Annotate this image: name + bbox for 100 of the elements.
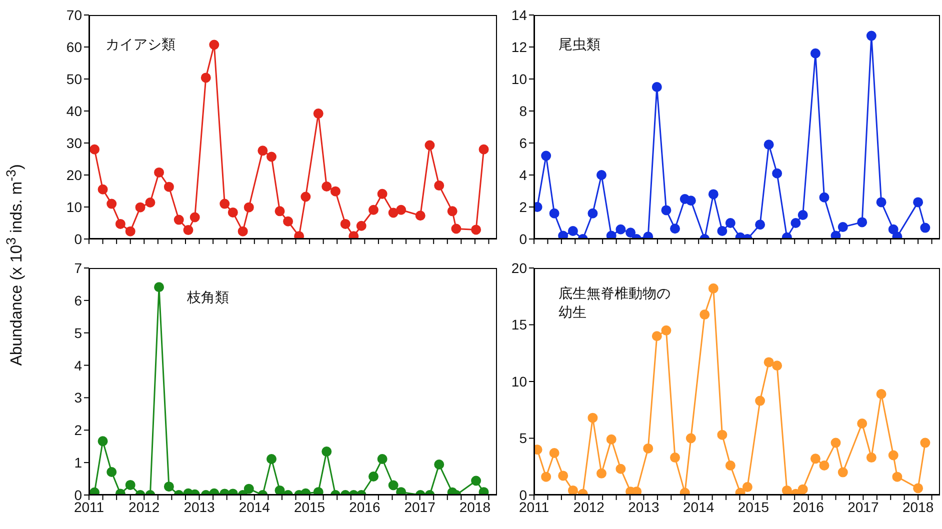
- y-tick-label: 8: [519, 102, 528, 119]
- point: [541, 150, 552, 161]
- point: [377, 188, 388, 199]
- point: [125, 226, 136, 236]
- point: [866, 30, 876, 41]
- point: [274, 206, 285, 216]
- point: [626, 228, 636, 238]
- y-tick-label: 30: [66, 134, 82, 151]
- x-tick-label: 2017: [848, 498, 879, 515]
- point: [819, 192, 830, 202]
- point: [810, 454, 820, 464]
- point: [424, 140, 435, 150]
- y-tick-label: 70: [66, 6, 82, 23]
- series-label: 枝角類: [186, 288, 230, 308]
- point: [717, 226, 728, 236]
- point: [300, 192, 311, 202]
- y-tick-label: 15: [511, 316, 528, 333]
- point: [652, 82, 662, 92]
- y-tick-label: 5: [74, 324, 82, 341]
- point: [913, 483, 924, 494]
- point: [838, 467, 848, 478]
- point: [643, 443, 654, 454]
- point: [106, 198, 117, 209]
- point: [810, 48, 820, 58]
- point: [652, 331, 662, 342]
- x-tick-label: 2015: [294, 498, 326, 515]
- point: [876, 197, 886, 208]
- y-tick-label: 4: [519, 166, 528, 183]
- point: [558, 470, 568, 481]
- point: [135, 202, 146, 212]
- y-tick-label: 0: [74, 230, 82, 247]
- y-tick-label: 10: [511, 373, 528, 390]
- point: [782, 485, 792, 495]
- point: [661, 205, 672, 216]
- point: [661, 325, 672, 336]
- y-tick-label: 2: [519, 198, 528, 215]
- x-tick-label: 2016: [792, 498, 824, 515]
- point: [415, 210, 426, 221]
- point: [244, 202, 254, 212]
- point: [396, 204, 406, 215]
- y-tick-label: 6: [74, 292, 82, 308]
- point: [708, 283, 718, 294]
- point: [838, 222, 848, 232]
- point: [388, 208, 398, 218]
- point: [568, 226, 578, 236]
- point: [913, 197, 924, 208]
- x-tick-label: 2012: [573, 498, 605, 515]
- text: 尾虫類: [558, 35, 602, 54]
- point: [857, 418, 868, 428]
- x-tick-label: 2013: [184, 498, 216, 515]
- point: [145, 198, 156, 208]
- point: [920, 222, 930, 233]
- point: [451, 224, 462, 234]
- y-tick-label: 5: [519, 430, 528, 446]
- point: [266, 152, 276, 162]
- point: [174, 214, 184, 225]
- point: [154, 167, 164, 178]
- point: [888, 224, 898, 234]
- point: [686, 433, 696, 444]
- y-tick-label: 20: [511, 260, 528, 276]
- point: [447, 206, 458, 216]
- y-tick-label: 0: [74, 486, 82, 503]
- point: [568, 485, 578, 495]
- y-tick-label: 3: [74, 390, 82, 406]
- point: [541, 472, 552, 482]
- x-tick-label: 2014: [238, 498, 270, 515]
- y-tick-label: 2: [74, 422, 82, 438]
- point: [819, 460, 830, 470]
- point: [755, 396, 766, 406]
- point: [200, 72, 211, 83]
- point: [596, 468, 606, 478]
- point: [857, 217, 868, 228]
- point: [294, 231, 304, 239]
- point: [616, 464, 626, 474]
- point: [283, 216, 294, 226]
- point: [866, 452, 876, 463]
- point: [798, 484, 808, 494]
- point: [888, 450, 898, 460]
- x-tick-label: 2018: [902, 498, 934, 515]
- point: [549, 208, 560, 218]
- point: [322, 182, 332, 192]
- point: [238, 226, 248, 236]
- point: [798, 210, 808, 220]
- point: [471, 224, 482, 235]
- x-tick-label: 2012: [128, 498, 160, 515]
- point: [164, 182, 174, 192]
- y-tick-label: 10: [511, 70, 528, 87]
- point: [725, 218, 736, 228]
- point: [717, 430, 728, 440]
- point: [478, 144, 489, 154]
- point: [258, 146, 268, 156]
- point: [596, 170, 606, 180]
- point: [356, 220, 366, 231]
- point: [742, 482, 752, 492]
- x-tick-label: 2015: [738, 498, 770, 515]
- point: [330, 186, 340, 196]
- point: [228, 207, 238, 218]
- point: [558, 230, 568, 239]
- point: [434, 180, 444, 191]
- point: [368, 204, 378, 215]
